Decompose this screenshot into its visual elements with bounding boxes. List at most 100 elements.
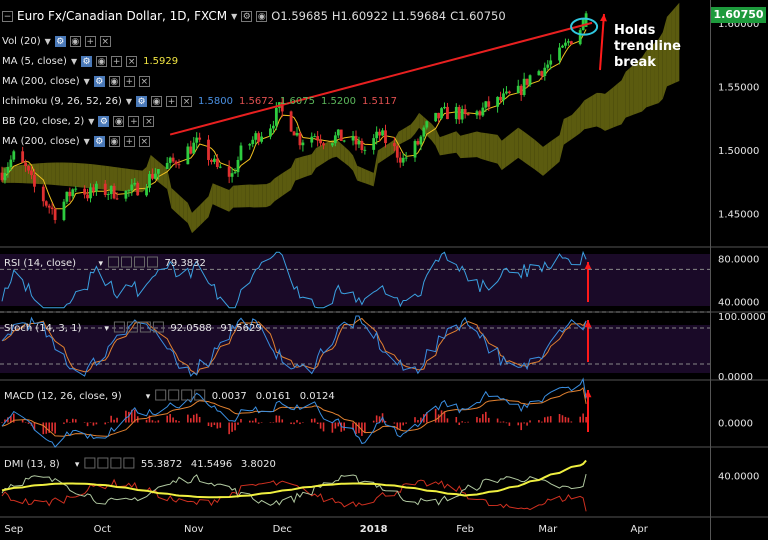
candle-body [71, 189, 75, 197]
candle-body [487, 101, 491, 107]
candle-119 [487, 96, 491, 111]
macd-hist-bar [567, 417, 570, 423]
eye-icon[interactable]: ◉ [96, 55, 108, 67]
chevron-down-icon[interactable]: ▼ [83, 136, 90, 146]
macd-hist-bar [33, 422, 36, 430]
cloud-segment [336, 139, 341, 160]
candle-body [133, 182, 137, 185]
chevron-down-icon[interactable]: ▾ [99, 259, 104, 269]
candle-40 [165, 157, 169, 170]
price-ytick-label: 1.60000 [718, 19, 759, 30]
chevron-down-icon[interactable]: ▼ [125, 96, 132, 106]
eye-icon[interactable]: ◉ [256, 10, 268, 22]
indicator-ma200b[interactable]: MA (200, close) ▼ ⚙ ◉ + × [2, 132, 150, 150]
settings-icon[interactable]: ⚙ [93, 135, 105, 147]
eye-icon[interactable]: ◉ [69, 35, 81, 47]
chevron-down-icon[interactable]: ▾ [104, 324, 109, 334]
candle-11 [44, 200, 48, 208]
add-icon[interactable] [110, 457, 122, 469]
cloud-segment [464, 133, 469, 158]
candle-body [316, 136, 320, 141]
add-icon[interactable] [134, 256, 145, 268]
settings-icon[interactable]: ⚙ [241, 10, 253, 22]
settings-icon[interactable] [84, 457, 96, 469]
candle-body [463, 109, 467, 114]
candle-body [171, 157, 175, 162]
eye-icon[interactable] [126, 321, 138, 333]
close-icon[interactable] [123, 457, 135, 469]
chevron-down-icon[interactable]: ▾ [75, 460, 80, 470]
chevron-down-icon[interactable]: ▼ [231, 11, 238, 21]
candle-body [136, 182, 140, 196]
eye-icon[interactable] [121, 256, 132, 268]
add-icon[interactable]: + [166, 95, 177, 107]
collapse-icon[interactable]: − [2, 10, 13, 22]
eye-icon[interactable]: ◉ [108, 135, 120, 147]
macd-hist-bar [549, 416, 552, 423]
close-icon[interactable] [147, 256, 158, 268]
indicator-ma200[interactable]: MA (200, close) ▼ ⚙ ◉ + × [2, 72, 150, 90]
close-icon[interactable]: × [99, 35, 111, 47]
add-icon[interactable] [139, 321, 151, 333]
candle-117 [481, 102, 485, 118]
add-icon[interactable]: + [123, 135, 135, 147]
candle-body [30, 170, 33, 176]
symbol-title[interactable]: Euro Fx/Canadian Dollar, 1D, FXCM [17, 9, 228, 23]
macd-hist-bar [479, 418, 481, 423]
close-icon[interactable]: × [181, 95, 192, 107]
settings-icon[interactable]: ⚙ [93, 75, 105, 87]
candle-body [215, 158, 219, 167]
candle-134 [549, 54, 553, 70]
cloud-segment [600, 92, 605, 131]
close-icon[interactable]: × [143, 115, 155, 127]
chevron-down-icon[interactable]: ▼ [44, 36, 51, 46]
cloud-segment [183, 199, 188, 224]
close-icon[interactable]: × [126, 55, 138, 67]
chevron-down-icon[interactable]: ▾ [146, 392, 151, 402]
eye-icon[interactable]: ◉ [113, 115, 125, 127]
macd-hist-bar [7, 417, 9, 423]
cloud-segment [150, 154, 155, 180]
eye-icon[interactable] [97, 457, 109, 469]
cloud-segment [481, 132, 486, 161]
chevron-down-icon[interactable]: ▼ [83, 76, 90, 86]
indicator-bb[interactable]: BB (20, close, 2) ▼ ⚙ ◉ + × [2, 112, 155, 130]
chevron-down-icon[interactable]: ▼ [70, 56, 78, 66]
candle-24 [95, 181, 98, 196]
close-icon[interactable] [194, 389, 206, 401]
eye-icon[interactable]: ◉ [151, 95, 162, 107]
cloud-segment [291, 158, 296, 190]
candle-body [106, 194, 110, 196]
candle-37 [151, 168, 154, 181]
settings-icon[interactable]: ⚙ [54, 35, 66, 47]
cloud-segment [249, 184, 254, 208]
add-icon[interactable]: + [111, 55, 123, 67]
indicator-vol[interactable]: Vol (20) ▼ ⚙ ◉ + × [2, 32, 111, 50]
close-icon[interactable] [152, 321, 164, 333]
settings-icon[interactable] [113, 321, 125, 333]
candle-body [165, 162, 169, 169]
candle-body [269, 128, 272, 137]
add-icon[interactable] [181, 389, 193, 401]
chevron-down-icon[interactable]: ▼ [88, 116, 95, 126]
settings-icon[interactable]: ⚙ [81, 55, 93, 67]
indicator-ichimoku[interactable]: Ichimoku (9, 26, 52, 26) ▼ ⚙ ◉ + × 1.5800 1.567… [2, 92, 397, 110]
settings-icon[interactable]: ⚙ [136, 95, 147, 107]
macd-hist-bar [92, 422, 95, 426]
indicator-ma5[interactable]: MA (5, close) ▼ ⚙ ◉ + × 1.5929 [2, 52, 178, 70]
settings-icon[interactable]: ⚙ [98, 115, 110, 127]
close-icon[interactable]: × [138, 135, 150, 147]
close-icon[interactable]: × [138, 75, 150, 87]
settings-icon[interactable] [155, 389, 167, 401]
add-icon[interactable]: + [123, 75, 135, 87]
candle-94 [384, 124, 387, 148]
candle-114 [466, 113, 470, 116]
macd-hist-bar [529, 420, 531, 423]
add-icon[interactable]: + [84, 35, 96, 47]
settings-icon[interactable] [108, 256, 119, 268]
xtick-label: Oct [94, 524, 111, 535]
rsi-arrow-head [584, 262, 592, 270]
eye-icon[interactable] [168, 389, 180, 401]
add-icon[interactable]: + [128, 115, 140, 127]
eye-icon[interactable]: ◉ [108, 75, 120, 87]
